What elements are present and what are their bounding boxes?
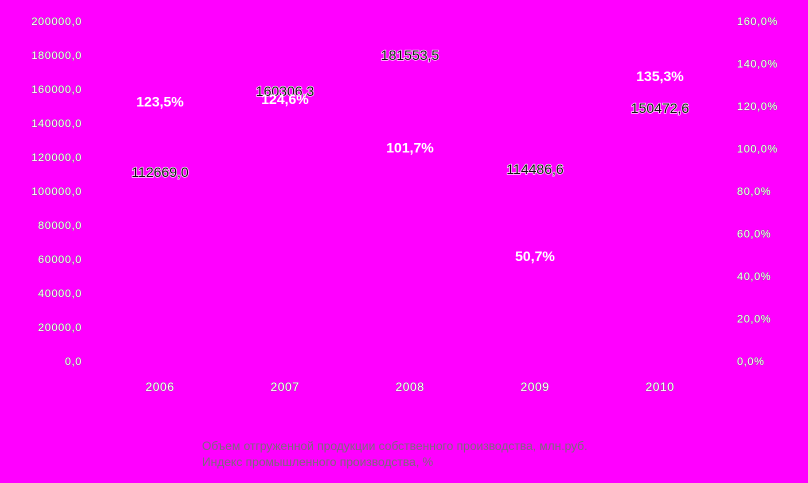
volume-data-label: 160306,3 [256,83,315,99]
x-tick-label: 2010 [645,380,674,394]
left-axis: 0,0 20000,0 40000,0 60000,0 80000,0 100000,0 1… [31,16,82,369]
right-tick-label: 160,0% [737,16,778,28]
left-tick-label: 120000,0 [31,152,82,164]
right-tick-label: 100,0% [737,143,778,155]
left-tick-label: 160000,0 [31,84,82,96]
right-tick-label: 120,0% [737,101,778,113]
index-data-label: 101,7% [386,140,434,156]
left-tick-label: 140000,0 [31,118,82,130]
legend-entry-volume: Объем отгруженной продукции собственного… [202,439,588,453]
x-axis: 2006 2007 2008 2009 2010 [145,380,674,395]
volume-series: 112669,0 160306,3 181553,5 114486,6 150472,6 [131,46,690,180]
x-tick-label: 2007 [270,380,299,394]
left-tick-label: 80000,0 [38,220,82,232]
right-axis: 0,0% 20,0% 40,0% 60,0% 80,0% 100,0% 120,0% 140,… [737,16,778,369]
left-tick-label: 200000,0 [31,16,82,28]
left-tick-label: 60000,0 [38,254,82,266]
volume-data-label: 112669,0 [131,164,189,180]
index-series: 123,5% 124,6% 101,7% 50,7% 135,3% [136,68,684,264]
x-tick-label: 2006 [145,380,174,394]
index-data-label: 123,5% [136,93,184,109]
legend-entry-index: Индекс промышленного производства, % [202,455,434,469]
legend: Объем отгруженной продукции собственного… [202,438,588,470]
volume-data-label: 181553,5 [381,47,440,63]
volume-data-label: 114486,6 [506,161,564,177]
x-tick-label: 2008 [395,380,424,394]
right-tick-label: 20,0% [737,313,771,325]
left-tick-label: 0,0 [65,356,82,368]
right-tick-label: 80,0% [737,186,771,198]
right-tick-label: 140,0% [737,58,778,70]
x-tick-label: 2009 [520,380,549,394]
right-tick-label: 0,0% [737,356,764,368]
volume-data-label: 150472,6 [631,100,690,116]
right-tick-label: 40,0% [737,271,771,283]
index-data-label: 50,7% [515,248,555,264]
left-tick-label: 20000,0 [38,322,82,334]
index-data-label: 135,3% [636,68,684,84]
left-tick-label: 100000,0 [31,186,82,198]
right-tick-label: 60,0% [737,228,771,240]
index-data-label: 124,6% [261,91,309,107]
left-tick-label: 40000,0 [38,288,82,300]
left-tick-label: 180000,0 [31,50,82,62]
